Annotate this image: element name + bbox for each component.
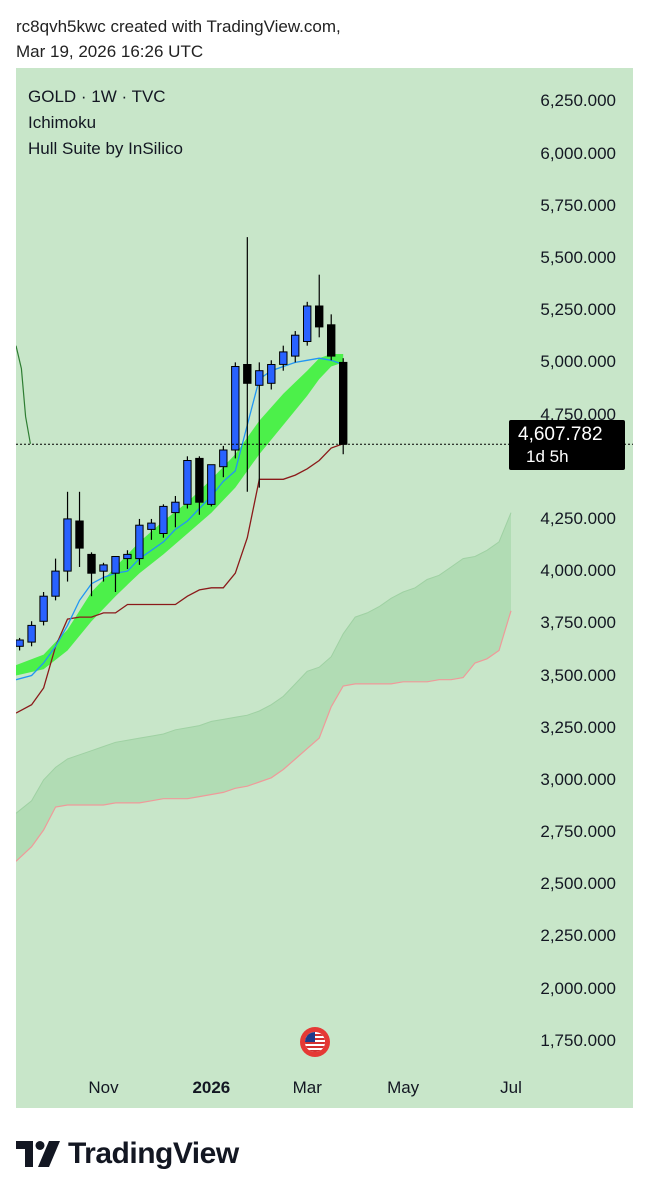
price-tick-label: 4,000.000 xyxy=(540,561,616,581)
candle-body-2 xyxy=(39,595,48,622)
chart-attribution: rc8qvh5kwc created with TradingView.com,… xyxy=(16,14,341,64)
us-flag-icon[interactable] xyxy=(300,1027,330,1057)
attribution-line-2: Mar 19, 2026 16:26 UTC xyxy=(16,42,204,61)
price-tick-label: 2,250.000 xyxy=(540,926,616,946)
price-tick-label: 2,500.000 xyxy=(540,874,616,894)
price-tick-label: 3,500.000 xyxy=(540,665,616,685)
legend-indicator-hull[interactable]: Hull Suite by InSilico xyxy=(28,139,183,158)
us-flag-icon-inner xyxy=(305,1032,325,1052)
hull-suite-band xyxy=(16,354,344,676)
ichimoku-span-b xyxy=(16,610,512,862)
candle-body-22 xyxy=(279,351,288,365)
candle-body-26 xyxy=(327,324,336,357)
price-tick-label: 4,750.000 xyxy=(540,404,616,424)
candle-body-0 xyxy=(16,639,24,647)
candle-body-6 xyxy=(87,553,96,574)
candle-body-1 xyxy=(27,624,36,643)
time-tick-label: Jul xyxy=(500,1078,522,1097)
time-tick-label: May xyxy=(387,1078,420,1097)
price-tick-label: 5,000.000 xyxy=(540,352,616,372)
candle-body-13 xyxy=(171,501,180,514)
price-tick-label: 1,750.000 xyxy=(540,1030,616,1050)
price-chart[interactable] xyxy=(16,68,633,1108)
price-tick-label: 5,250.000 xyxy=(540,300,616,320)
chart-panel[interactable]: GOLD · 1W · TVC Ichimoku Hull Suite by I… xyxy=(16,68,633,1108)
ichimoku-lagging-span xyxy=(16,345,31,444)
candle-body-23 xyxy=(291,334,300,357)
tradingview-logo-icon xyxy=(16,1141,60,1167)
price-tick-label: 5,750.000 xyxy=(540,195,616,215)
bar-countdown: 1d 5h xyxy=(526,447,569,466)
candle-body-19 xyxy=(243,364,252,384)
price-tick-label: 3,000.000 xyxy=(540,769,616,789)
ichimoku-base-line xyxy=(16,443,344,714)
price-tick-label: 4,250.000 xyxy=(540,508,616,528)
candle-body-9 xyxy=(123,553,132,560)
legend-symbol[interactable]: GOLD · 1W · TVC xyxy=(28,87,166,106)
candle-body-20 xyxy=(255,370,264,386)
candle-body-17 xyxy=(219,449,228,468)
candle-body-15 xyxy=(195,457,204,503)
candle-body-12 xyxy=(159,505,168,534)
price-tick-label: 6,000.000 xyxy=(540,143,616,163)
price-tick-label: 3,250.000 xyxy=(540,717,616,737)
current-price-label: 4,607.782 1d 5h xyxy=(509,420,625,470)
price-tick-label: 6,250.000 xyxy=(540,91,616,111)
price-tick-label: 2,750.000 xyxy=(540,822,616,842)
price-tick-label: 5,500.000 xyxy=(540,247,616,267)
time-tick-label: Nov xyxy=(88,1078,119,1097)
chart-legend: GOLD · 1W · TVC Ichimoku Hull Suite by I… xyxy=(28,84,183,162)
price-tick-label: 3,750.000 xyxy=(540,613,616,633)
time-tick-label: Mar xyxy=(292,1078,322,1097)
candle-body-16 xyxy=(207,464,216,505)
candle-body-21 xyxy=(267,364,276,384)
candle-body-8 xyxy=(111,556,120,574)
tradingview-wordmark: TradingView xyxy=(68,1137,239,1170)
candle-body-3 xyxy=(51,570,60,597)
candle-body-27 xyxy=(339,361,348,445)
tradingview-logo[interactable]: TradingView xyxy=(16,1134,239,1174)
candle-body-11 xyxy=(147,522,156,530)
price-tick-label: 2,000.000 xyxy=(540,978,616,998)
ichimoku-span-a xyxy=(16,512,512,814)
candle-body-25 xyxy=(315,305,324,328)
attribution-line-1: rc8qvh5kwc created with TradingView.com, xyxy=(16,17,341,36)
legend-indicator-ichimoku[interactable]: Ichimoku xyxy=(28,113,97,132)
candle-body-18 xyxy=(231,366,240,451)
candle-body-7 xyxy=(99,564,108,572)
candle-body-24 xyxy=(303,305,312,342)
candle-body-4 xyxy=(63,518,72,572)
time-tick-label: 2026 xyxy=(192,1078,231,1097)
current-price-value: 4,607.782 xyxy=(518,424,603,445)
candle-body-14 xyxy=(183,460,192,505)
candle-body-5 xyxy=(75,520,84,549)
candle-body-10 xyxy=(135,524,144,560)
ichimoku-cloud xyxy=(16,512,511,862)
ichimoku-conversion-line xyxy=(16,357,344,681)
